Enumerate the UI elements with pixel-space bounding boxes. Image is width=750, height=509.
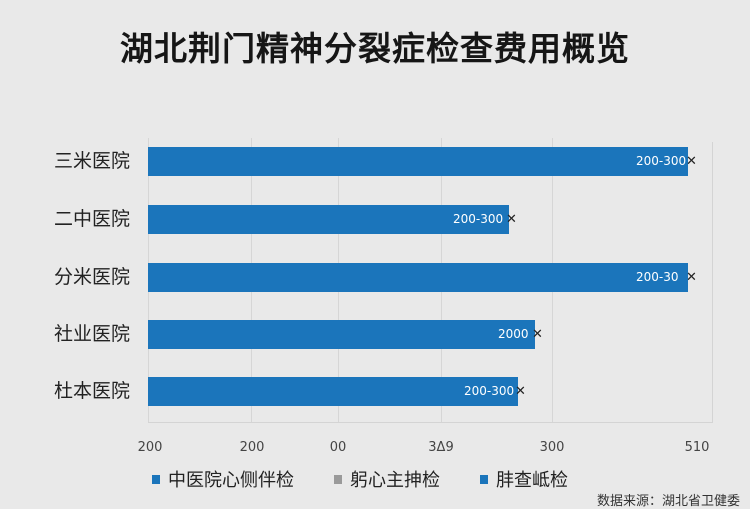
legend-label: 肨查岻检 xyxy=(496,470,568,491)
x-tick-1: 200 xyxy=(239,440,265,455)
chart-title: 湖北荆门精神分裂症检查费用概览 xyxy=(120,29,630,68)
bar-1 xyxy=(148,205,509,234)
bar-4 xyxy=(148,377,518,406)
bar-label-1: 200-300 xyxy=(453,212,504,226)
y-axis-label-1: 二中医院 xyxy=(53,208,130,230)
bar-label-2: 200-30 xyxy=(636,270,679,284)
y-axis-label-3: 社业医院 xyxy=(53,323,130,345)
plot-area: 200-300 ✕ 200-300 ✕ 200-30 ✕ 2000 ✕ 200-… xyxy=(148,138,713,423)
legend-swatch-icon xyxy=(152,474,160,484)
legend-swatch-icon xyxy=(480,474,488,484)
legend-item-0[interactable]: 中医院心侧伴检 xyxy=(152,466,294,492)
legend-label: 中医院心侧伴检 xyxy=(168,470,294,491)
bar-mark-1: ✕ xyxy=(506,212,517,227)
x-tick-0: 200 xyxy=(137,440,163,455)
bar-0 xyxy=(148,147,688,176)
bar-label-4: 200-300 xyxy=(464,384,515,398)
legend-swatch-icon xyxy=(334,474,342,484)
x-tick-3: 3Δ9 xyxy=(428,440,454,455)
x-tick-5: 510 xyxy=(684,440,710,455)
bar-label-3: 2000 xyxy=(498,327,529,341)
bar-2 xyxy=(148,263,688,292)
legend: 中医院心侧伴检 躬心主抻检 肨查岻检 xyxy=(152,466,568,492)
bar-mark-2: ✕ xyxy=(686,270,697,285)
bar-label-0: 200-300 xyxy=(636,154,687,168)
bar-mark-4: ✕ xyxy=(515,384,526,399)
x-tick-4: 300 xyxy=(539,440,565,455)
bar-mark-3: ✕ xyxy=(532,327,543,342)
x-tick-2: 00 xyxy=(329,440,347,455)
bar-3 xyxy=(148,320,535,349)
bar-mark-0: ✕ xyxy=(686,154,697,169)
y-axis-label-4: 杜本医院 xyxy=(53,380,130,402)
y-axis-label-2: 分米医院 xyxy=(53,266,130,288)
y-axis-label-0: 三米医院 xyxy=(53,150,130,172)
legend-item-1[interactable]: 躬心主抻检 xyxy=(334,466,440,492)
legend-label: 躬心主抻检 xyxy=(350,470,440,491)
legend-item-2[interactable]: 肨查岻检 xyxy=(480,466,568,492)
